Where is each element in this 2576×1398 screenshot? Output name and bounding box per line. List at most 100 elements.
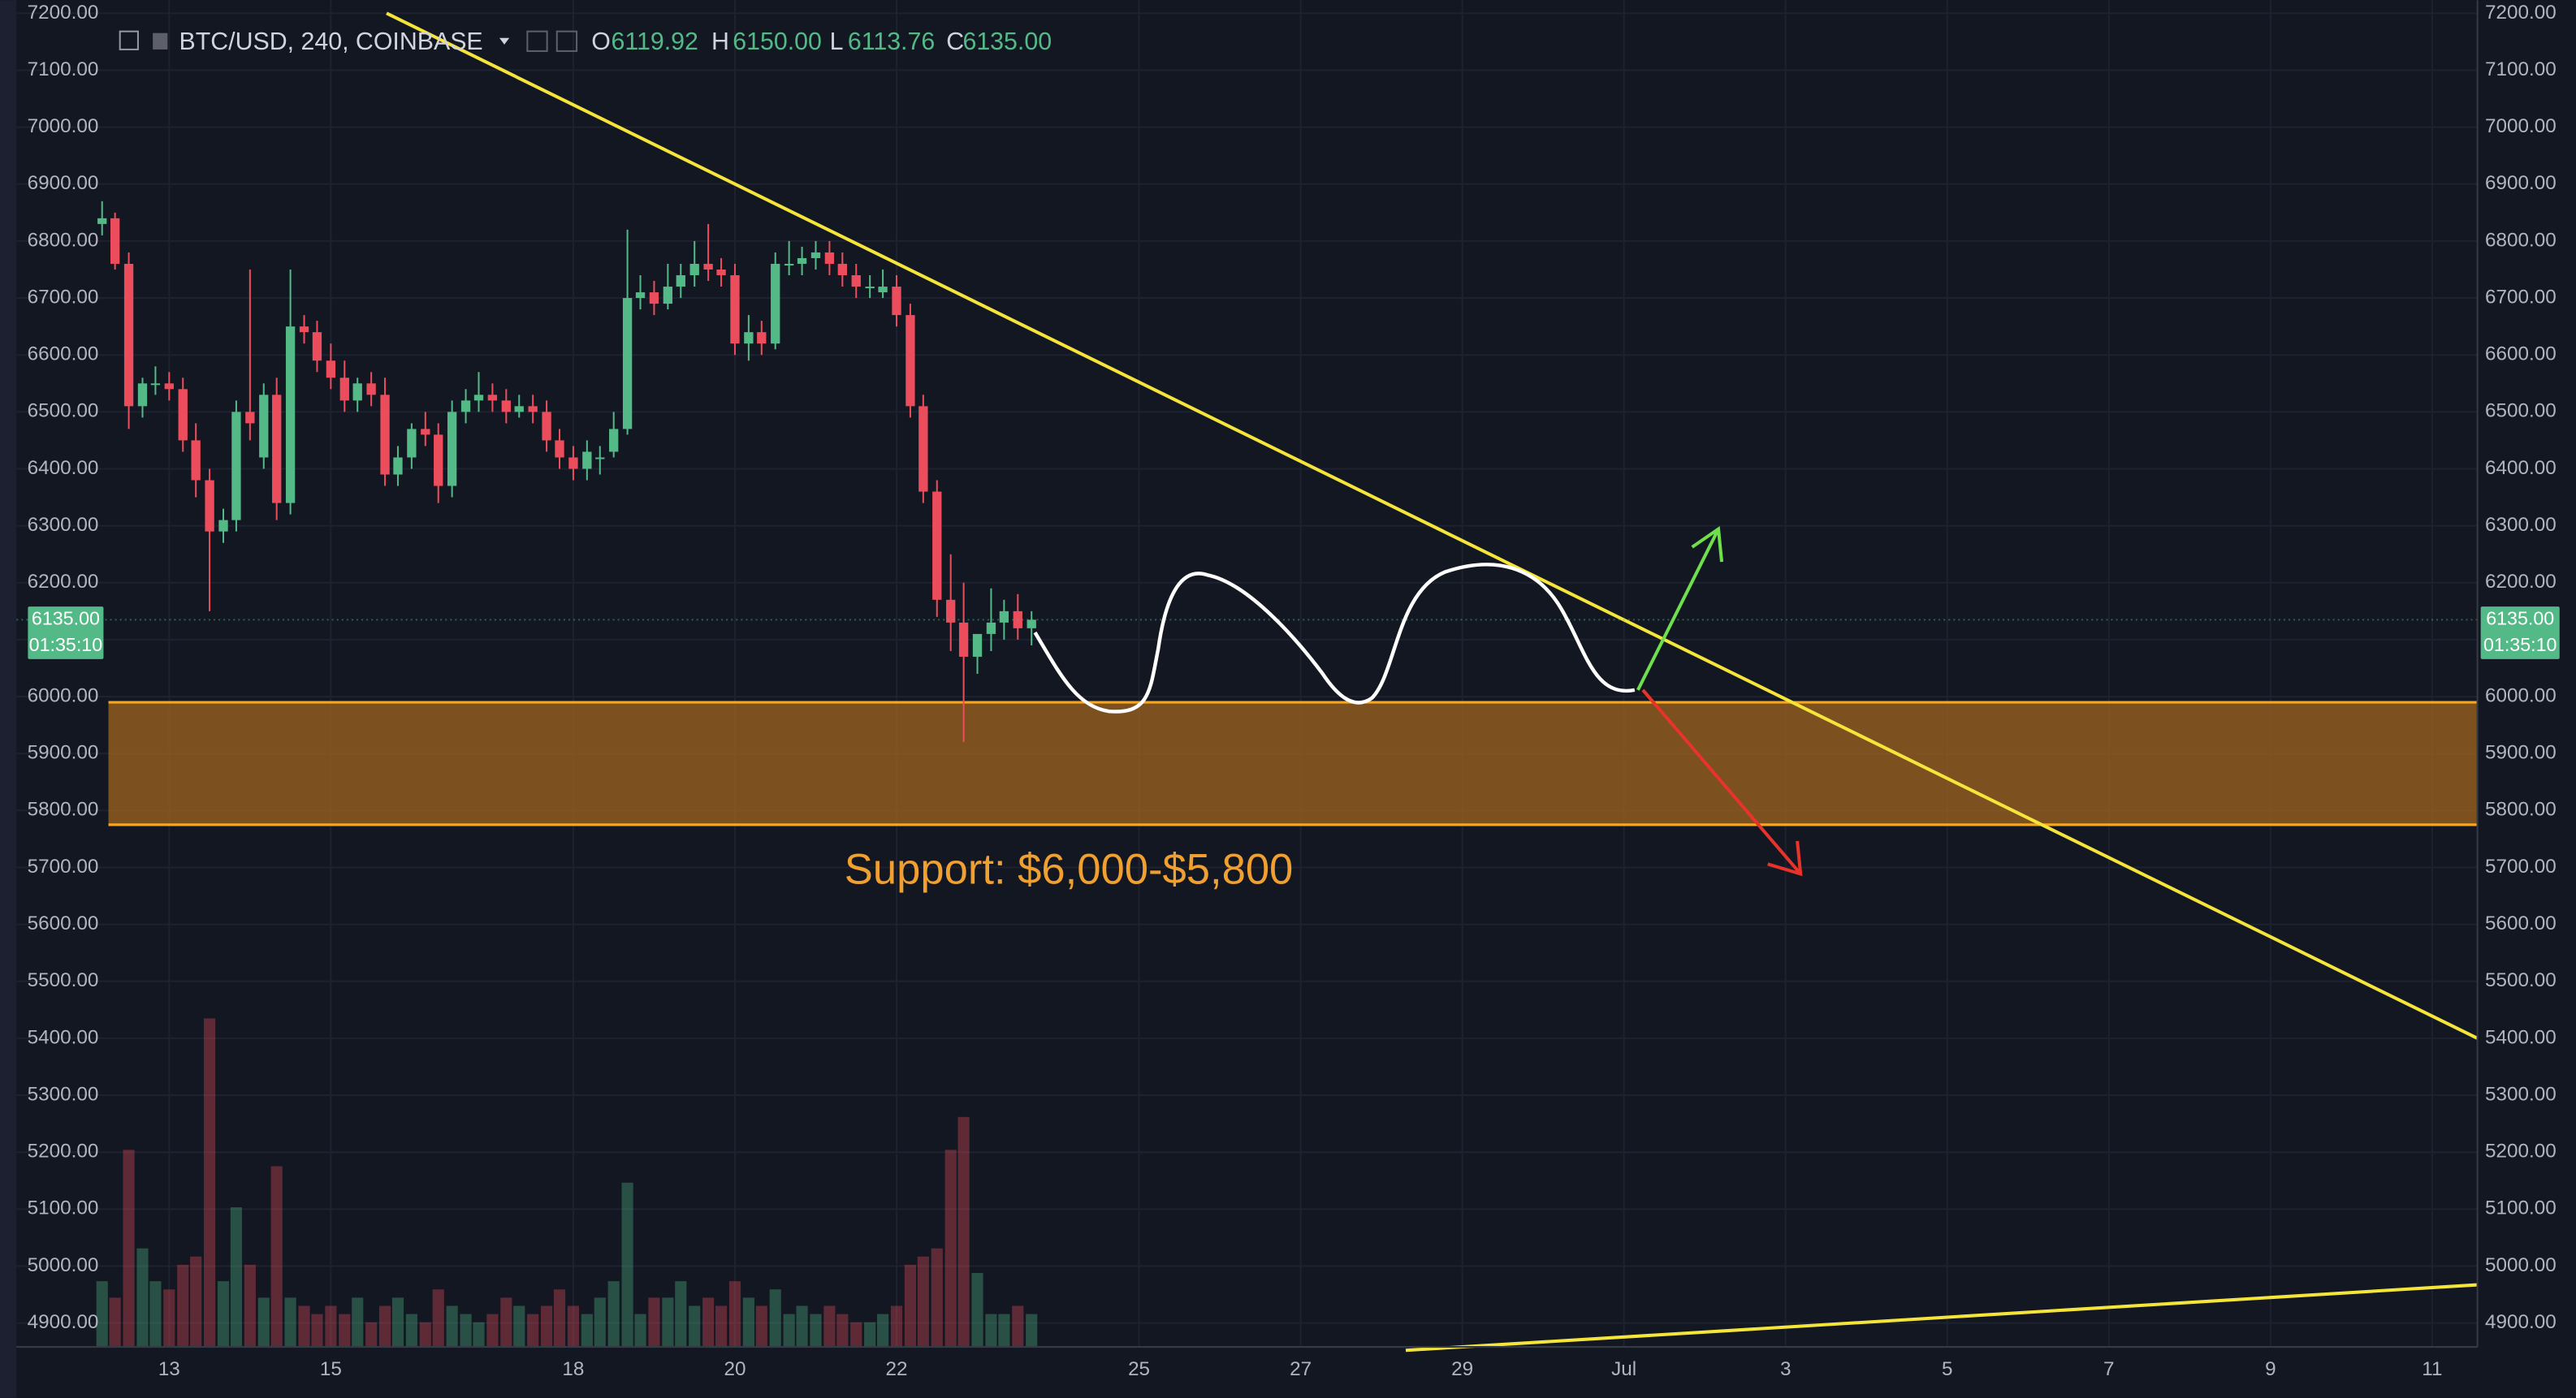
trendline xyxy=(1405,1283,2478,1353)
volume-bar xyxy=(541,1305,553,1348)
volume-bar xyxy=(810,1314,822,1348)
x-tick-label: 5 xyxy=(1942,1358,1952,1380)
y-tick-label: 5000.00 xyxy=(28,1254,99,1276)
volume-bar xyxy=(662,1297,674,1348)
y-tick-label: 7100.00 xyxy=(28,58,99,80)
y-tick-label-right: 5900.00 xyxy=(2485,742,2557,764)
volume-bar xyxy=(689,1305,701,1348)
candle-body xyxy=(999,611,1009,623)
candle-body xyxy=(878,287,888,293)
x-tick-label: 22 xyxy=(886,1358,908,1380)
volume-bar xyxy=(217,1281,230,1348)
y-tick-label-right: 6700.00 xyxy=(2485,286,2557,308)
candle-body xyxy=(366,383,376,395)
overlay xyxy=(1033,526,1803,877)
ohlc-label: O xyxy=(591,28,611,55)
ohlc-value: 6113.76 xyxy=(848,28,935,55)
header-icon xyxy=(526,30,548,52)
volume-bar xyxy=(890,1305,903,1348)
volume-bar xyxy=(621,1182,633,1348)
y-tick-label: 6500.00 xyxy=(28,400,99,422)
volume-bar xyxy=(877,1314,889,1348)
candle-body xyxy=(326,360,336,378)
volume-bar xyxy=(755,1305,767,1348)
side-toolbar xyxy=(0,0,17,1398)
y-tick-label: 7000.00 xyxy=(28,115,99,137)
y-tick-label: 5700.00 xyxy=(28,856,99,878)
candle-body xyxy=(1013,611,1022,628)
price-tag-label: 6135.00 xyxy=(2486,608,2554,629)
candle-body xyxy=(421,429,430,435)
volume-bar xyxy=(957,1116,970,1348)
y-tick-label-right: 5400.00 xyxy=(2485,1026,2557,1048)
y-tick-label-right: 7100.00 xyxy=(2485,58,2557,80)
volume-bar xyxy=(769,1289,781,1348)
header: BTC/USD, 240, COINBASE O 6119.92 H 6150.00 L… xyxy=(119,28,1052,55)
ohlc-value: 6135.00 xyxy=(962,28,1052,55)
volume-bar xyxy=(944,1150,957,1348)
volume-bar xyxy=(675,1281,687,1348)
volume-bar xyxy=(405,1314,417,1348)
y-tick-label: 6000.00 xyxy=(28,684,99,706)
y-tick-label: 5800.00 xyxy=(28,799,99,821)
y-tick-label: 5100.00 xyxy=(28,1197,99,1219)
candle-body xyxy=(137,383,148,407)
volume-bar xyxy=(298,1305,310,1348)
candle-body xyxy=(555,440,564,458)
grid xyxy=(16,0,2478,1348)
candle-body xyxy=(191,440,201,481)
y-tick-label-right: 7000.00 xyxy=(2485,115,2557,137)
x-tick-label: 11 xyxy=(2422,1358,2442,1380)
candle-body xyxy=(542,412,551,441)
volume-bar xyxy=(998,1314,1010,1348)
y-tick-label-right: 6300.00 xyxy=(2485,514,2557,536)
volume-bar xyxy=(985,1314,997,1348)
candle-body xyxy=(972,633,983,657)
x-tick-label: 29 xyxy=(1451,1358,1473,1380)
dropdown[interactable] xyxy=(499,37,510,45)
candle-body xyxy=(123,263,134,407)
volume-bar xyxy=(527,1314,539,1348)
volume-bar xyxy=(500,1297,512,1348)
volume-bar xyxy=(634,1314,646,1348)
candle-body xyxy=(663,287,673,304)
ohlc-label: L xyxy=(830,28,844,55)
y-tick-label-right: 4900.00 xyxy=(2485,1311,2557,1333)
candle-body xyxy=(865,287,875,289)
price-tag xyxy=(28,606,104,659)
y-tick-label-right: 5700.00 xyxy=(2485,856,2557,878)
candle-body xyxy=(514,406,524,412)
volume-bar xyxy=(553,1289,566,1348)
volume-bar xyxy=(365,1322,378,1348)
volume-bar xyxy=(783,1314,795,1348)
candle-body xyxy=(918,406,928,492)
x-tick-label: 13 xyxy=(158,1358,180,1380)
volume-bar xyxy=(109,1297,121,1348)
candle-body xyxy=(447,412,457,486)
y-tick-label: 7200.00 xyxy=(28,2,99,24)
support-label: Support: $6,000-$5,800 xyxy=(845,845,1294,893)
volume-bar xyxy=(419,1322,431,1348)
candle-body xyxy=(407,429,417,458)
header-icon xyxy=(555,30,578,52)
y-tick-label: 5900.00 xyxy=(28,742,99,764)
volume-bar xyxy=(270,1166,283,1348)
candle-body xyxy=(218,520,228,532)
volume-bar xyxy=(460,1314,472,1348)
volume-bar xyxy=(931,1248,943,1348)
price-tag xyxy=(2480,606,2560,659)
x-tick-label: 27 xyxy=(1290,1358,1312,1380)
candle-body xyxy=(393,457,403,475)
candle-body xyxy=(97,218,107,224)
volume-bar xyxy=(96,1281,108,1348)
volume-bar xyxy=(339,1314,351,1348)
candle-body xyxy=(676,275,685,287)
volume-bar xyxy=(378,1305,391,1348)
candle-body xyxy=(905,315,915,407)
candle-body xyxy=(150,383,161,386)
volume-bar xyxy=(190,1256,202,1348)
support-zone xyxy=(108,702,2478,825)
